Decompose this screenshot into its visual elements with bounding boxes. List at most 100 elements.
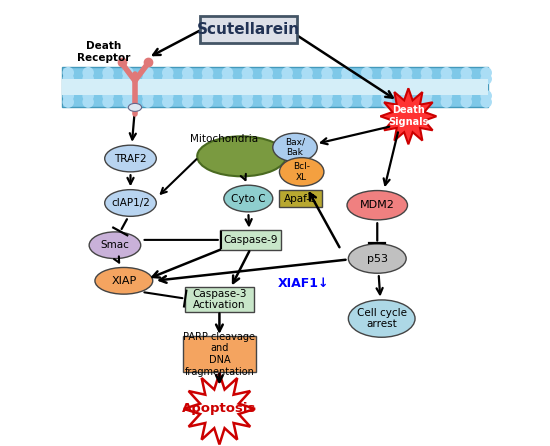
Circle shape: [421, 96, 432, 108]
Circle shape: [401, 90, 412, 102]
Text: Mitochondria: Mitochondria: [190, 134, 258, 145]
Circle shape: [321, 90, 333, 102]
Ellipse shape: [128, 103, 141, 112]
Circle shape: [182, 73, 194, 85]
Circle shape: [162, 67, 174, 78]
Circle shape: [122, 67, 134, 78]
Circle shape: [162, 73, 174, 85]
Circle shape: [441, 90, 452, 102]
Circle shape: [401, 96, 412, 108]
Circle shape: [381, 67, 393, 78]
Circle shape: [421, 67, 432, 78]
Circle shape: [341, 67, 353, 78]
Circle shape: [321, 67, 333, 78]
Text: XIAF1↓: XIAF1↓: [278, 277, 329, 289]
Text: Death
Signals: Death Signals: [388, 106, 428, 127]
Circle shape: [222, 67, 233, 78]
Circle shape: [301, 96, 313, 108]
Circle shape: [401, 67, 412, 78]
Ellipse shape: [104, 145, 156, 172]
Text: XIAP: XIAP: [111, 276, 136, 286]
Circle shape: [102, 90, 114, 102]
Circle shape: [63, 96, 74, 108]
Circle shape: [182, 67, 194, 78]
Circle shape: [182, 90, 194, 102]
FancyBboxPatch shape: [221, 230, 281, 250]
Circle shape: [381, 96, 393, 108]
Circle shape: [261, 73, 273, 85]
Circle shape: [202, 73, 213, 85]
Polygon shape: [184, 373, 255, 444]
Text: Bcl-
XL: Bcl- XL: [293, 162, 310, 182]
Circle shape: [241, 96, 253, 108]
Circle shape: [182, 96, 194, 108]
Ellipse shape: [95, 268, 153, 294]
Text: Smac: Smac: [101, 240, 129, 250]
Circle shape: [261, 67, 273, 78]
Circle shape: [301, 73, 313, 85]
Circle shape: [222, 73, 233, 85]
Circle shape: [460, 73, 472, 85]
Circle shape: [162, 96, 174, 108]
Circle shape: [460, 90, 472, 102]
Circle shape: [202, 96, 213, 108]
Circle shape: [222, 90, 233, 102]
Circle shape: [82, 73, 94, 85]
Circle shape: [241, 67, 253, 78]
Text: PARP cleavage
and
DNA
fragmentation: PARP cleavage and DNA fragmentation: [183, 332, 255, 376]
Circle shape: [341, 90, 353, 102]
FancyBboxPatch shape: [62, 79, 488, 95]
Text: Cyto C: Cyto C: [231, 194, 266, 203]
Circle shape: [480, 96, 492, 108]
Circle shape: [142, 96, 153, 108]
Circle shape: [401, 73, 412, 85]
Circle shape: [441, 73, 452, 85]
Circle shape: [63, 90, 74, 102]
Circle shape: [102, 73, 114, 85]
Circle shape: [63, 73, 74, 85]
Circle shape: [82, 90, 94, 102]
Text: Apaf-1: Apaf-1: [284, 194, 317, 203]
Circle shape: [282, 73, 293, 85]
Circle shape: [102, 96, 114, 108]
Circle shape: [282, 67, 293, 78]
Circle shape: [381, 90, 393, 102]
Circle shape: [282, 96, 293, 108]
Circle shape: [162, 90, 174, 102]
FancyBboxPatch shape: [183, 336, 256, 372]
Circle shape: [82, 67, 94, 78]
Circle shape: [361, 96, 372, 108]
FancyBboxPatch shape: [62, 67, 488, 107]
Ellipse shape: [273, 133, 317, 161]
Circle shape: [460, 96, 472, 108]
Circle shape: [441, 67, 452, 78]
Circle shape: [122, 90, 134, 102]
Circle shape: [241, 90, 253, 102]
Ellipse shape: [279, 157, 324, 186]
Circle shape: [261, 96, 273, 108]
FancyBboxPatch shape: [185, 287, 254, 312]
Circle shape: [261, 90, 273, 102]
Circle shape: [441, 96, 452, 108]
Ellipse shape: [104, 190, 156, 216]
Circle shape: [142, 73, 153, 85]
Text: Scutellarein: Scutellarein: [197, 22, 300, 37]
Circle shape: [63, 67, 74, 78]
Circle shape: [421, 73, 432, 85]
Text: Bax/
Bak: Bax/ Bak: [285, 138, 305, 157]
Text: TRAF2: TRAF2: [114, 153, 147, 164]
Text: cIAP1/2: cIAP1/2: [111, 198, 150, 208]
Circle shape: [341, 96, 353, 108]
Circle shape: [361, 73, 372, 85]
Circle shape: [421, 90, 432, 102]
Circle shape: [222, 96, 233, 108]
Circle shape: [142, 67, 153, 78]
Circle shape: [122, 96, 134, 108]
Ellipse shape: [197, 136, 286, 176]
Text: p53: p53: [367, 254, 388, 264]
Ellipse shape: [347, 190, 408, 220]
FancyBboxPatch shape: [279, 190, 322, 207]
Text: MDM2: MDM2: [360, 200, 395, 210]
Circle shape: [82, 96, 94, 108]
Text: Caspase-3
Activation: Caspase-3 Activation: [192, 289, 246, 310]
